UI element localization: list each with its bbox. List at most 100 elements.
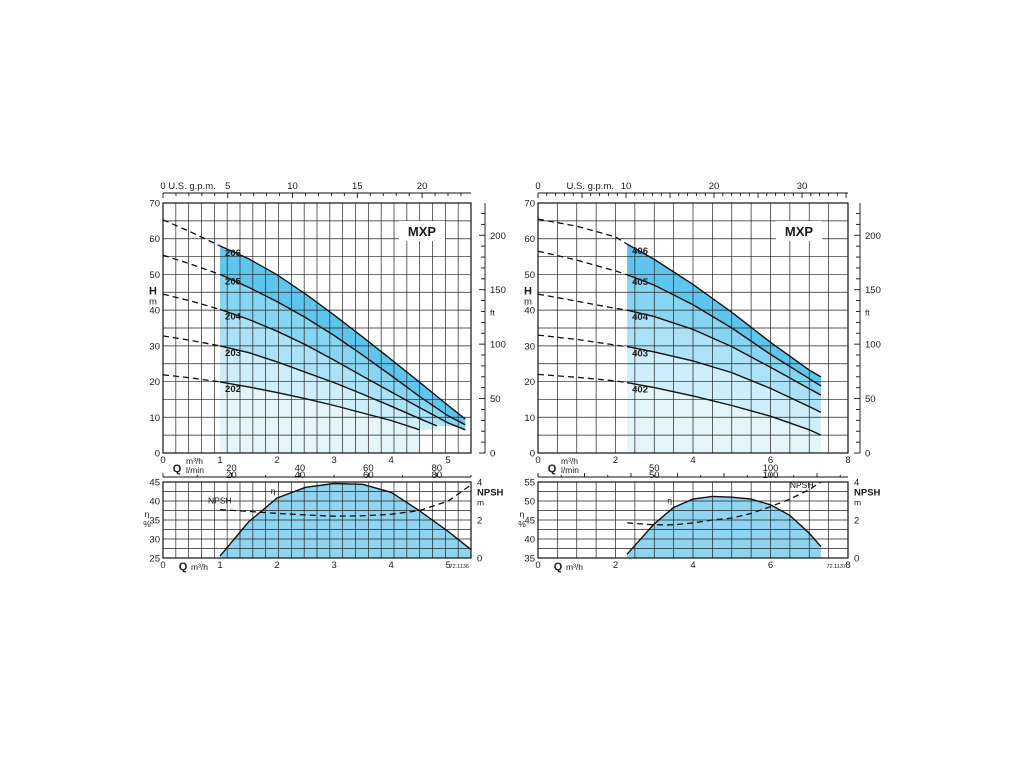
figure-code: 72.1137 bbox=[827, 564, 846, 570]
head-frame bbox=[537, 202, 849, 454]
eff-q-label: Q bbox=[554, 561, 563, 573]
npsh-tick-2: 2 bbox=[477, 516, 482, 527]
gpm-tick-label-0: 0 bbox=[535, 181, 540, 192]
q-tick-8: 8 bbox=[845, 455, 850, 466]
eta-axis-label: η bbox=[145, 509, 150, 519]
eta-axis-unit: % bbox=[143, 519, 151, 529]
y-tick-60: 60 bbox=[524, 234, 535, 245]
lmin-tick-label-50: 50 bbox=[649, 463, 660, 474]
ft-tick-label-0: 0 bbox=[490, 449, 495, 460]
figure-code: 72.1136 bbox=[450, 564, 469, 570]
curve-206 bbox=[219, 245, 466, 420]
y-tick-40: 40 bbox=[149, 306, 160, 317]
curve-dashed-402 bbox=[537, 373, 628, 384]
curve-dashed-406 bbox=[537, 218, 628, 245]
q-tick-1: 1 bbox=[217, 455, 222, 466]
head-frame bbox=[162, 202, 472, 454]
npsh-tick-0: 0 bbox=[854, 554, 859, 565]
npsh-tick-2: 2 bbox=[854, 516, 859, 527]
series-label-202: 202 bbox=[225, 384, 241, 395]
efficiency-area bbox=[627, 496, 821, 558]
efficiency-curve bbox=[219, 482, 472, 557]
eta-tick-40: 40 bbox=[524, 535, 535, 546]
q-unit-lmin: l/min bbox=[186, 465, 204, 475]
series-label-204: 204 bbox=[225, 311, 242, 322]
curve-202 bbox=[219, 381, 420, 431]
q-unit-lmin: l/min bbox=[561, 465, 579, 475]
eff-lmin-tick-50: 50 bbox=[649, 470, 660, 481]
eff-lmin-tick-60: 60 bbox=[363, 470, 374, 481]
eff-q-tick-3: 3 bbox=[331, 560, 336, 571]
series-label-405: 405 bbox=[632, 277, 649, 288]
efficiency-area bbox=[220, 483, 471, 558]
eff-q-tick-1: 1 bbox=[217, 560, 222, 571]
gpm-tick-label-10: 10 bbox=[621, 181, 632, 192]
eta-curve-label: η bbox=[667, 495, 672, 505]
y-tick-20: 20 bbox=[524, 377, 535, 388]
q-label: Q bbox=[548, 463, 557, 475]
npsh-tick-4: 4 bbox=[477, 478, 482, 489]
eta-tick-35: 35 bbox=[524, 554, 535, 565]
eff-q-tick-5: 5 bbox=[446, 560, 451, 571]
series-label-403: 403 bbox=[632, 349, 648, 360]
ft-unit: ft bbox=[490, 308, 495, 318]
gpm-axis bbox=[162, 192, 471, 198]
chart-2: 406405404403402MXP010203040506070Hm05010… bbox=[518, 181, 881, 573]
npsh-axis-label: NPSH bbox=[477, 487, 504, 498]
eta-tick-50: 50 bbox=[524, 497, 535, 508]
title-box bbox=[776, 221, 822, 241]
efficiency-curve bbox=[626, 495, 822, 555]
lmin-axis bbox=[162, 473, 472, 478]
y-tick-10: 10 bbox=[524, 413, 535, 424]
eff-q-tick-2: 2 bbox=[613, 560, 618, 571]
eff-lmin-tick-80: 80 bbox=[431, 470, 442, 481]
y-tick-40: 40 bbox=[524, 306, 535, 317]
chart-title: MXP bbox=[408, 224, 437, 239]
y-axis-unit: m bbox=[524, 296, 532, 307]
npsh-axis-label: NPSH bbox=[854, 487, 881, 498]
eta-tick-40: 40 bbox=[149, 497, 160, 508]
q-label: Q bbox=[173, 463, 182, 475]
curve-dashed-404 bbox=[537, 293, 628, 311]
npsh-axis-unit: m bbox=[477, 497, 484, 507]
eff-q-label: Q bbox=[179, 561, 188, 573]
curve-204 bbox=[219, 308, 466, 431]
ft-tick-label-50: 50 bbox=[865, 394, 876, 405]
curve-dashed-205 bbox=[162, 254, 221, 276]
eta-tick-35: 35 bbox=[149, 516, 160, 527]
npsh-tick-4: 4 bbox=[854, 478, 859, 489]
q-tick-0: 0 bbox=[160, 455, 165, 466]
eff-q-tick-0: 0 bbox=[160, 560, 165, 571]
y-tick-70: 70 bbox=[149, 199, 160, 210]
series-label-203: 203 bbox=[225, 348, 241, 359]
eff-frame bbox=[162, 481, 472, 559]
series-label-402: 402 bbox=[632, 385, 648, 396]
eff-lmin-tick-20: 20 bbox=[226, 470, 237, 481]
y-tick-50: 50 bbox=[524, 270, 535, 281]
npsh-axis-unit: m bbox=[854, 497, 861, 507]
curve-203 bbox=[219, 345, 438, 427]
gpm-tick-label-20: 20 bbox=[709, 181, 720, 192]
lmin-tick-label-60: 60 bbox=[363, 463, 374, 474]
band-203 bbox=[220, 345, 437, 430]
npsh-curve-label: NPSH bbox=[208, 496, 232, 506]
q-tick-4: 4 bbox=[388, 455, 393, 466]
band-404 bbox=[627, 310, 821, 413]
eff-q-unit: m³/h bbox=[566, 562, 583, 572]
ft-tick-label-200: 200 bbox=[865, 231, 881, 242]
series-label-406: 406 bbox=[632, 246, 648, 257]
band-405 bbox=[627, 274, 821, 396]
eta-axis-unit: % bbox=[518, 519, 526, 529]
y-axis-label: H bbox=[149, 285, 157, 297]
curve-205 bbox=[219, 273, 466, 426]
eta-tick-45: 45 bbox=[524, 516, 535, 527]
y-tick-0: 0 bbox=[530, 449, 535, 460]
lmin-axis bbox=[537, 473, 848, 478]
eta-tick-25: 25 bbox=[149, 554, 160, 565]
ft-tick-label-150: 150 bbox=[865, 285, 881, 296]
y-tick-50: 50 bbox=[149, 270, 160, 281]
y-tick-30: 30 bbox=[149, 341, 160, 352]
y-tick-10: 10 bbox=[149, 413, 160, 424]
eff-q-tick-4: 4 bbox=[690, 560, 695, 571]
